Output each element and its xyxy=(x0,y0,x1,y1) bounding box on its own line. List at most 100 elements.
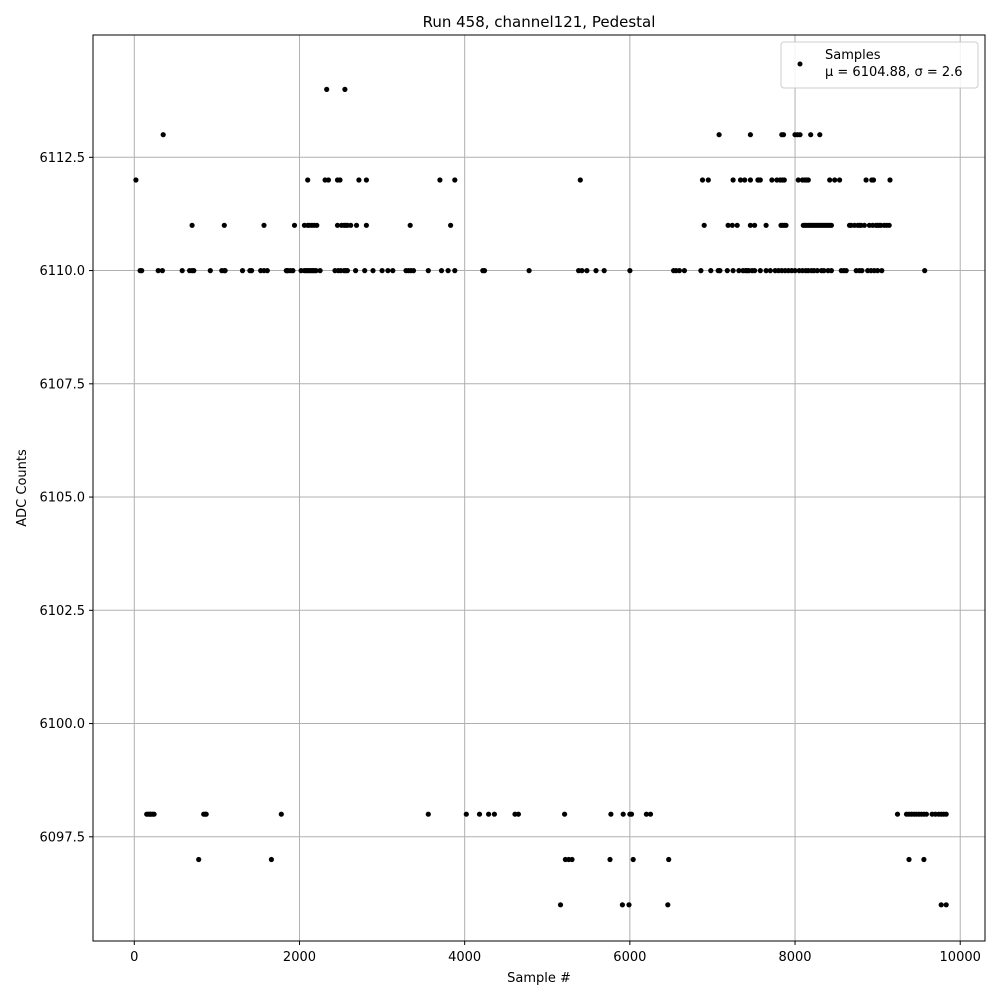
scatter-point xyxy=(385,268,391,274)
scatter-point xyxy=(626,902,632,908)
scatter-point xyxy=(445,268,451,274)
scatter-point xyxy=(221,222,227,228)
scatter-point xyxy=(870,177,877,183)
scatter-point xyxy=(734,222,740,228)
scatter-point xyxy=(887,177,893,183)
scatter-point xyxy=(601,268,607,274)
scatter-point xyxy=(921,856,927,863)
scatter-point xyxy=(699,177,706,183)
scatter-point xyxy=(463,811,469,817)
scatter-point xyxy=(808,132,814,138)
x-tick-label: 6000 xyxy=(613,950,646,965)
scatter-point xyxy=(584,268,590,274)
scatter-point xyxy=(515,811,522,817)
scatter-point xyxy=(665,902,671,908)
legend-stats-label: μ = 6104.88, σ = 2.6 xyxy=(825,65,963,80)
scatter-point xyxy=(837,177,843,183)
scatter-point xyxy=(767,268,773,274)
x-axis-label: Sample # xyxy=(507,971,571,986)
x-tick-label: 0 xyxy=(130,950,138,965)
scatter-point xyxy=(139,268,145,274)
scatter-point xyxy=(792,268,798,274)
scatter-point xyxy=(817,132,823,138)
scatter-point xyxy=(133,177,139,183)
scatter-point xyxy=(832,177,838,183)
scatter-point xyxy=(814,268,820,274)
scatter-point xyxy=(362,268,368,274)
scatter-point xyxy=(797,132,803,138)
scatter-point xyxy=(643,811,650,817)
x-tick-label: 8000 xyxy=(778,950,811,965)
x-tick-label: 10000 xyxy=(940,950,981,965)
scatter-point xyxy=(705,177,711,183)
scatter-point xyxy=(342,86,348,92)
scatter-point xyxy=(334,222,341,228)
scatter-point xyxy=(681,268,688,274)
scatter-point xyxy=(906,856,912,863)
scatter-point xyxy=(943,811,949,817)
scatter-point xyxy=(752,268,758,274)
scatter-point xyxy=(747,132,754,138)
scatter-point xyxy=(730,268,736,274)
scatter-point xyxy=(577,177,583,183)
scatter-point xyxy=(627,268,633,274)
y-tick-label: 6105.0 xyxy=(40,491,86,506)
scatter-point xyxy=(781,177,787,183)
scatter-point xyxy=(747,222,754,228)
scatter-point xyxy=(291,222,298,228)
scatter-point xyxy=(757,177,763,183)
scatter-point xyxy=(363,222,369,228)
scatter-point xyxy=(557,902,564,908)
scatter-point xyxy=(155,268,161,274)
scatter-point xyxy=(379,268,385,274)
scatter-point xyxy=(923,811,930,817)
scatter-point xyxy=(922,268,928,274)
scatter-point xyxy=(607,856,613,863)
scatter-point xyxy=(191,268,197,274)
legend: Samples μ = 6104.88, σ = 2.6 xyxy=(780,41,979,89)
scatter-point xyxy=(486,811,492,817)
scatter-point xyxy=(353,222,360,228)
scatter-point xyxy=(348,222,354,228)
scatter-point xyxy=(943,902,949,908)
scatter-point xyxy=(151,811,157,817)
scatter-point xyxy=(859,268,865,274)
scatter-point xyxy=(716,132,722,138)
scatter-point xyxy=(742,177,748,183)
scatter-point xyxy=(324,86,330,92)
scatter-point xyxy=(452,268,458,274)
scatter-point xyxy=(353,268,359,274)
scatter-point xyxy=(828,268,835,274)
scatter-point xyxy=(264,268,270,274)
scatter-point xyxy=(861,222,868,228)
y-tick-label: 6112.5 xyxy=(40,151,86,166)
scatter-point xyxy=(717,268,723,274)
scatter-point xyxy=(724,268,730,274)
scatter-point xyxy=(725,222,731,228)
scatter-point xyxy=(222,268,228,274)
scatter-point xyxy=(805,177,811,183)
scatter-point xyxy=(579,268,585,274)
scatter-point xyxy=(249,268,255,274)
scatter-point xyxy=(701,222,707,228)
scatter-point xyxy=(780,132,787,138)
scatter-point xyxy=(938,902,944,908)
y-tick-label: 6110.0 xyxy=(40,264,86,279)
scatter-point xyxy=(363,177,369,183)
scatter-point xyxy=(314,222,320,228)
scatter-point xyxy=(619,902,626,908)
x-tick-label: 4000 xyxy=(448,950,481,965)
grid-lines xyxy=(93,35,985,941)
scatter-point xyxy=(159,268,165,274)
scatter-point xyxy=(736,268,742,274)
scatter-point xyxy=(569,856,575,863)
scatter-point xyxy=(344,268,350,274)
y-tick-label: 6100.0 xyxy=(40,717,86,732)
scatter-point xyxy=(476,811,483,817)
scatter-point xyxy=(390,268,396,274)
scatter-point xyxy=(491,811,497,817)
scatter-point xyxy=(425,811,431,817)
scatter-point xyxy=(894,811,901,817)
